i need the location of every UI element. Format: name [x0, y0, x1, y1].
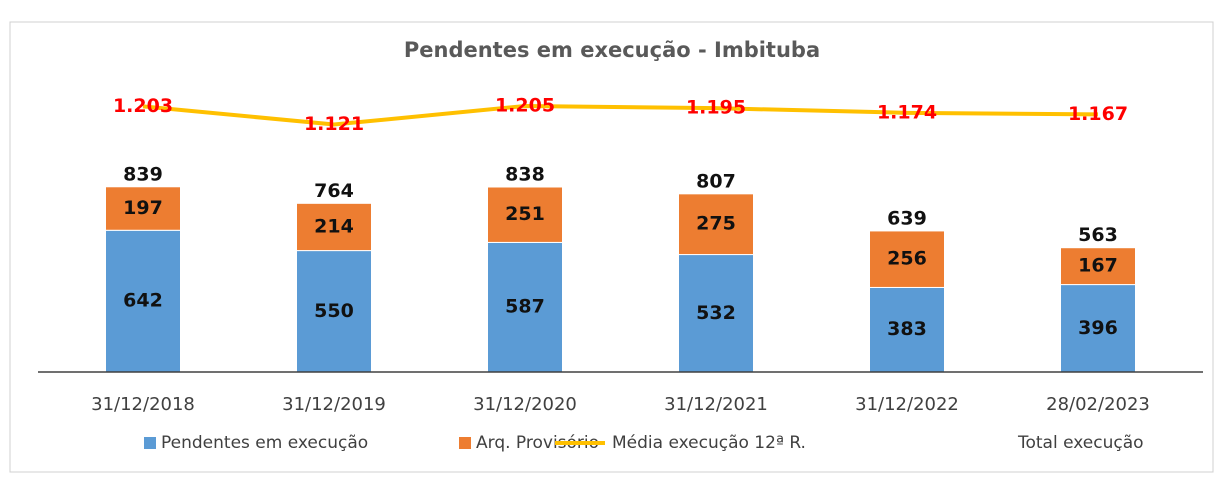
- bar-segment: [869, 286, 945, 373]
- total-label: 807: [696, 170, 736, 192]
- total-label: 563: [1078, 224, 1118, 246]
- x-tick-label: 28/02/2023: [1046, 394, 1150, 415]
- line-label: 1.205: [495, 94, 555, 116]
- total-label: 839: [123, 163, 163, 185]
- chart-frame: [9, 21, 1214, 473]
- line-label: 1.203: [113, 95, 173, 117]
- bar-segment: [678, 254, 754, 373]
- segment-label: 532: [696, 302, 736, 324]
- bar-segment: [869, 230, 945, 288]
- line-label: 1.167: [1068, 103, 1128, 125]
- segment-label: 642: [123, 290, 163, 312]
- segment-label: 396: [1078, 317, 1118, 339]
- total-label: 764: [314, 180, 354, 202]
- bar-segment: [296, 250, 372, 373]
- segment-label: 383: [887, 318, 927, 340]
- segment-label: 275: [696, 213, 736, 235]
- x-tick-label: 31/12/2021: [664, 394, 768, 415]
- segment-label: 256: [887, 248, 927, 270]
- legend-label: Média execução 12ª R.: [612, 433, 806, 453]
- segment-label: 214: [314, 215, 354, 237]
- bar-segment: [487, 186, 563, 243]
- bar-segment: [1060, 284, 1136, 373]
- bar-segment: [105, 186, 181, 231]
- bar-segment: [678, 193, 754, 256]
- segment-label: 550: [314, 300, 354, 322]
- line-label: 1.174: [877, 101, 937, 123]
- legend-label: Total execução: [1017, 433, 1144, 453]
- segment-label: 197: [123, 197, 163, 219]
- x-tick-label: 31/12/2022: [855, 394, 959, 415]
- segment-label: 587: [505, 296, 545, 318]
- legend-swatch: [144, 437, 156, 449]
- x-tick-label: 31/12/2018: [91, 394, 195, 415]
- total-label: 639: [887, 207, 927, 229]
- legend-swatch: [459, 437, 471, 449]
- legend-label: Pendentes em execução: [161, 433, 368, 453]
- total-label: 838: [505, 163, 545, 185]
- line: [142, 103, 1099, 127]
- legend-label: Arq. Provisório: [476, 433, 599, 453]
- x-tick-label: 31/12/2019: [282, 394, 386, 415]
- segment-label: 251: [505, 203, 545, 225]
- bar-segment: [487, 241, 563, 373]
- chart-title: Pendentes em execução - Imbituba: [404, 38, 820, 62]
- line-label: 1.195: [686, 97, 746, 119]
- x-tick-label: 31/12/2020: [473, 394, 577, 415]
- bar-segment: [105, 229, 181, 373]
- bar-segment: [1060, 247, 1136, 286]
- segment-label: 167: [1078, 255, 1118, 277]
- bar-segment: [296, 202, 372, 252]
- line-label: 1.121: [304, 113, 364, 135]
